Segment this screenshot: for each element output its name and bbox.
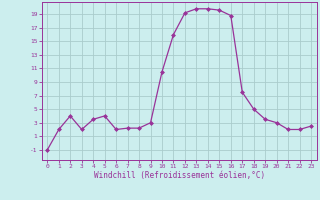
X-axis label: Windchill (Refroidissement éolien,°C): Windchill (Refroidissement éolien,°C) <box>94 171 265 180</box>
